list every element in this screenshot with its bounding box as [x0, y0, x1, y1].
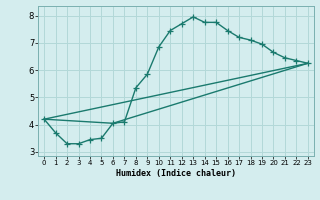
X-axis label: Humidex (Indice chaleur): Humidex (Indice chaleur) — [116, 169, 236, 178]
